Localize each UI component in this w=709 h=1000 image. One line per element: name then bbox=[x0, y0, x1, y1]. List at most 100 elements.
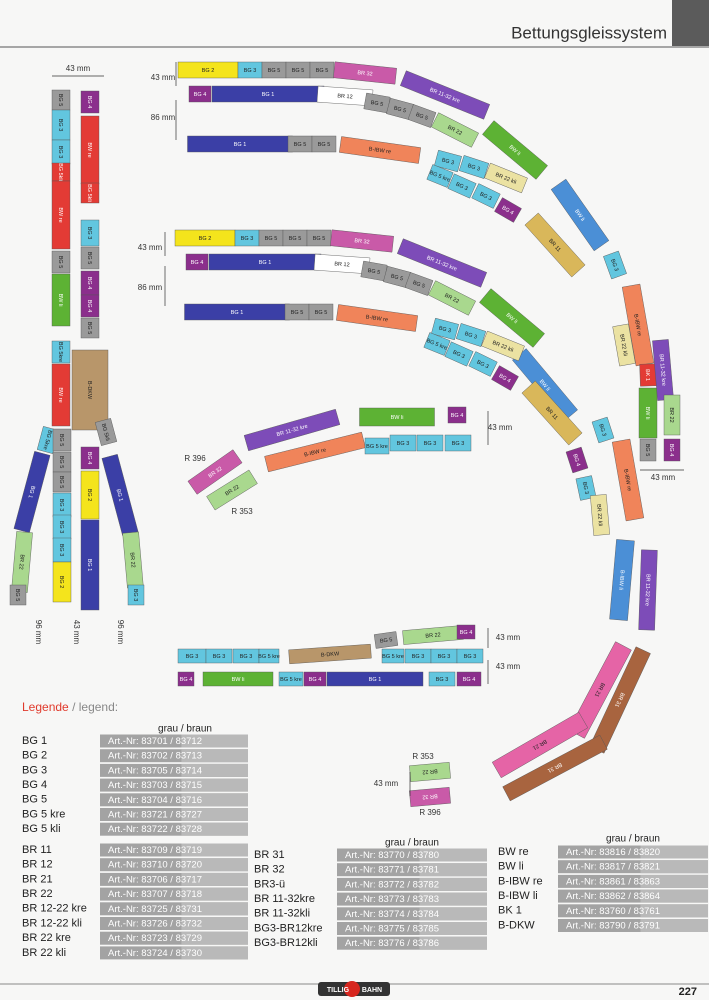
track-piece bbox=[278, 671, 304, 687]
segment-label: BG 5kli bbox=[57, 163, 63, 181]
track-segment: BG 3 bbox=[51, 109, 71, 141]
dimension-label: 43 mm bbox=[151, 73, 176, 82]
segment-label: BG 4 bbox=[668, 444, 674, 457]
track-segment: BG 3 bbox=[52, 492, 72, 518]
segment-label: BG 3 bbox=[58, 499, 64, 512]
segment-label: BG 5 kre bbox=[366, 444, 388, 450]
segment-label: BR 22 kli bbox=[618, 334, 628, 357]
legend-article-number: Art.-Nr: 83862 / 83864 bbox=[566, 891, 660, 902]
track-segment: BG 5 bbox=[306, 229, 332, 247]
legend-article-number: Art.-Nr: 83861 / 83863 bbox=[566, 876, 660, 887]
segment-label: BW li bbox=[644, 407, 650, 420]
legend-article-bar-shade bbox=[181, 872, 248, 886]
track-segment: BG 4 bbox=[188, 85, 212, 103]
segment-label: BG 3 bbox=[58, 521, 64, 534]
track-piece bbox=[264, 431, 366, 473]
track-piece bbox=[575, 475, 597, 501]
track-segment: BG 3 bbox=[416, 434, 444, 452]
track-segment: BG 2 bbox=[80, 470, 100, 520]
dimension-label: R 396 bbox=[184, 454, 206, 463]
segment-label: BG 5 bbox=[57, 94, 63, 107]
track-piece bbox=[80, 90, 100, 114]
track-segment: BG 3 bbox=[430, 648, 458, 664]
legend-article-bar-shade bbox=[181, 843, 248, 857]
legend-article-number: Art.-Nr: 83704 / 83716 bbox=[108, 795, 202, 806]
track-piece bbox=[481, 330, 525, 362]
segment-label: BG 5 bbox=[58, 476, 64, 489]
segment-label: BG 5 bbox=[265, 236, 278, 242]
track-segment: B-DKW bbox=[288, 643, 372, 665]
track-segment: BR 11-32 kre bbox=[397, 238, 487, 288]
segment-label: BW re bbox=[57, 207, 63, 222]
segment-label: BG 4 bbox=[309, 677, 322, 683]
track-segment: BG 4 bbox=[456, 624, 476, 640]
legend-article-number: Art.-Nr: 83725 / 83731 bbox=[108, 904, 202, 915]
track-segment: BG 1 bbox=[13, 451, 51, 533]
segment-label: BG 5 bbox=[58, 434, 64, 447]
legend-item-name: BG3-BR12kli bbox=[254, 937, 318, 949]
legend-article-number: Art.-Nr: 83702 / 83713 bbox=[108, 751, 202, 762]
segment-label: BG 5kli bbox=[86, 184, 92, 202]
track-piece bbox=[288, 643, 372, 665]
segment-label: BG 4 bbox=[463, 677, 476, 683]
track-segment: BG 1 bbox=[184, 303, 290, 321]
track-piece bbox=[258, 648, 280, 664]
legend-article-bar-shade bbox=[640, 845, 708, 859]
track-segment: BG 5 bbox=[52, 428, 72, 452]
segment-label: BG 1 bbox=[369, 677, 382, 683]
track-segment: BG 4 bbox=[491, 365, 519, 391]
track-segment: BR 11-32 kre bbox=[652, 339, 674, 401]
legend-item-name: BK 1 bbox=[498, 905, 522, 917]
track-segment: BR 31 bbox=[502, 734, 608, 802]
track-piece bbox=[177, 671, 195, 687]
legend-article-bar-shade bbox=[181, 822, 248, 836]
track-piece bbox=[524, 212, 586, 278]
segment-label: BR 32 bbox=[354, 238, 370, 246]
track-piece bbox=[407, 104, 437, 128]
legend-item-name: BR 11-32kre bbox=[254, 893, 315, 905]
legend-article-number: Art.-Nr: 83703 / 83715 bbox=[108, 780, 202, 791]
legend-column-header: grau / braun bbox=[385, 838, 439, 849]
track-segment: BG 4 bbox=[177, 671, 195, 687]
segment-label: BG 3 bbox=[438, 654, 451, 660]
track-piece bbox=[468, 351, 498, 377]
track-segment: BG 3 bbox=[455, 323, 487, 347]
segment-label: BR 32 bbox=[357, 70, 373, 78]
segment-label: BG 5 kre bbox=[258, 654, 280, 660]
segment-label: BG 5 bbox=[313, 236, 326, 242]
segment-label: B-IBW li bbox=[617, 570, 625, 590]
track-piece bbox=[381, 648, 405, 664]
track-piece bbox=[456, 671, 482, 687]
legend-article-bar-shade bbox=[640, 889, 708, 903]
track-piece bbox=[364, 437, 390, 455]
track-piece bbox=[51, 250, 71, 274]
track-segment: BG 5 bbox=[373, 631, 399, 649]
segment-label: BG 5 bbox=[318, 142, 331, 148]
track-piece bbox=[434, 149, 462, 173]
segment-label: BR 11-32 kre bbox=[658, 354, 667, 386]
segment-label: BG 1 bbox=[231, 310, 244, 316]
track-segment: BG 3 bbox=[431, 317, 459, 341]
track-segment: B-DKW bbox=[71, 349, 109, 431]
legend-article-number: Art.-Nr: 83773 / 83783 bbox=[345, 894, 439, 905]
track-segment: BG 4 bbox=[80, 446, 100, 470]
dimension-label: 43 mm bbox=[72, 620, 81, 645]
segment-label: BG 5 bbox=[292, 68, 305, 74]
legend-article-number: Art.-Nr: 83760 / 83761 bbox=[566, 906, 660, 917]
track-piece bbox=[9, 584, 27, 606]
track-segment: B-IBW re bbox=[339, 136, 421, 164]
dimension-label: 43 mm bbox=[138, 243, 163, 252]
legend-title: Legende / legend: bbox=[22, 700, 118, 714]
segment-label: B-IBW re bbox=[365, 314, 388, 323]
segment-label: BG 1 bbox=[262, 92, 275, 98]
track-segment: BG 5kli bbox=[94, 418, 118, 446]
track-segment: BG 5 bbox=[404, 272, 434, 296]
segment-label: BG 3 bbox=[581, 481, 589, 495]
track-segment: BG 5 bbox=[258, 229, 284, 247]
track-piece bbox=[502, 734, 608, 802]
track-segment: BG 5 kre bbox=[364, 437, 390, 455]
track-segment: BR 11 bbox=[521, 380, 583, 446]
track-piece bbox=[447, 173, 477, 199]
track-segment: BG 3 bbox=[205, 648, 233, 664]
track-segment: BR 21 bbox=[491, 711, 589, 779]
